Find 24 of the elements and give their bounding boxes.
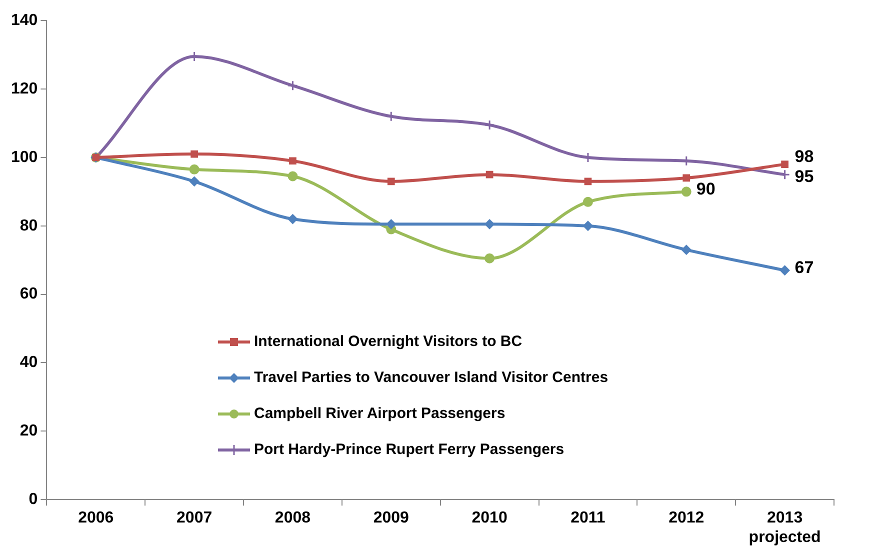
x-tick-label: 2012 (668, 510, 704, 527)
x-tick-label: 2008 (274, 510, 311, 527)
y-tick-label: 100 (10, 148, 38, 166)
legend-label: Travel Parties to Vancouver Island Visitor Centres (254, 368, 608, 388)
data-label: 98 (794, 147, 814, 166)
x-tick-label: 2010 (472, 510, 508, 527)
x-tick-label: 2009 (373, 510, 410, 527)
legend-label: Port Hardy-Prince Rupert Ferry Passengers (254, 440, 564, 460)
x-tick-label: 2011 (570, 510, 606, 527)
y-tick-label: 0 (28, 491, 38, 508)
y-tick-label: 60 (20, 286, 38, 303)
legend-label: Campbell River Airport Passengers (254, 404, 506, 424)
data-label: 67 (794, 258, 814, 278)
legend-label: International Overnight Visitors to BC (254, 332, 522, 352)
x-tick-label: 2006 (78, 510, 114, 527)
y-tick-label: 120 (10, 80, 38, 98)
y-tick-label: 20 (20, 422, 38, 440)
x-tick-label: 2007 (176, 510, 212, 527)
y-tick-label: 40 (20, 354, 38, 372)
data-label: 90 (696, 179, 716, 198)
y-tick-label: 140 (10, 12, 38, 30)
y-tick-label: 80 (20, 217, 38, 234)
x-tick-label: 2013 projected (748, 510, 821, 546)
data-label: 95 (794, 167, 814, 186)
